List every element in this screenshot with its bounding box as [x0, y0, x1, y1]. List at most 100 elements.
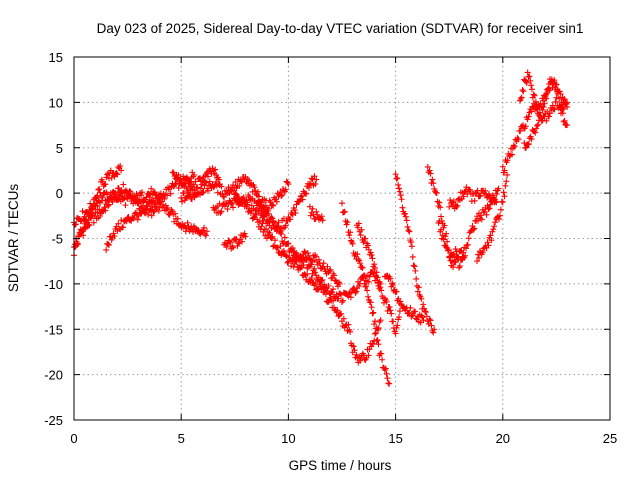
data-point [392, 171, 399, 178]
series-arc-p [381, 272, 427, 326]
data-point [427, 170, 434, 177]
data-point [197, 185, 204, 192]
data-point [312, 180, 319, 187]
data-point [249, 188, 256, 195]
data-point [406, 228, 413, 235]
data-point [548, 76, 555, 83]
data-point [283, 253, 290, 260]
data-point [360, 272, 367, 279]
data-point [390, 318, 397, 325]
data-point [153, 192, 160, 199]
data-point [255, 188, 262, 195]
data-point [318, 265, 325, 272]
data-point [315, 256, 322, 263]
data-point [455, 254, 462, 261]
data-point [526, 73, 533, 80]
data-point [347, 328, 354, 335]
data-point [252, 211, 259, 218]
x-tick-label: 15 [388, 431, 402, 446]
data-point [288, 263, 295, 270]
data-point [525, 140, 532, 147]
data-point [325, 282, 332, 289]
data-point [194, 184, 201, 191]
data-point [301, 248, 308, 255]
data-point [365, 278, 372, 285]
data-point [436, 218, 443, 225]
series-arc-k [289, 248, 343, 290]
x-tick-label: 5 [178, 431, 185, 446]
data-point [563, 100, 570, 107]
data-point [453, 203, 460, 210]
data-point [383, 298, 390, 305]
data-point [474, 258, 481, 265]
data-point [395, 181, 402, 188]
data-point [412, 308, 419, 315]
data-point [97, 189, 104, 196]
data-points [71, 69, 571, 387]
data-point [142, 210, 149, 217]
data-point [102, 181, 109, 188]
data-point [430, 180, 437, 187]
data-point [450, 264, 457, 271]
data-point [528, 136, 535, 143]
x-axis-label: GPS time / hours [289, 458, 392, 473]
data-point [118, 167, 125, 174]
data-point [346, 290, 353, 297]
data-point [326, 267, 333, 274]
data-point [104, 191, 111, 198]
data-point [519, 87, 526, 94]
data-point [564, 122, 571, 129]
data-point [347, 294, 354, 301]
data-point [189, 229, 196, 236]
data-point [499, 163, 506, 170]
data-point [360, 239, 367, 246]
data-point [520, 88, 527, 95]
data-point [346, 232, 353, 239]
data-point [270, 243, 277, 250]
data-point [518, 94, 525, 101]
data-point [284, 259, 291, 266]
data-point [428, 322, 435, 329]
data-point [408, 239, 415, 246]
series-arc-e [169, 165, 223, 195]
data-point [357, 357, 364, 364]
data-point [534, 106, 541, 113]
data-point [81, 213, 88, 220]
data-point [340, 315, 347, 322]
data-point [258, 223, 265, 230]
data-point [522, 123, 529, 130]
data-point [143, 194, 150, 201]
y-axis-label: SDTVAR / TECUs [6, 184, 21, 293]
data-point [375, 325, 382, 332]
data-point [443, 244, 450, 251]
data-point [371, 261, 378, 268]
series-arc-q [424, 163, 468, 271]
data-point [307, 212, 314, 219]
data-point [320, 260, 327, 267]
data-point [338, 310, 345, 317]
data-point [246, 196, 253, 203]
data-point [535, 117, 542, 124]
data-point [528, 82, 535, 89]
data-point [93, 194, 100, 201]
data-point [560, 105, 567, 112]
data-point [523, 144, 530, 151]
data-point [372, 318, 379, 325]
data-point [330, 286, 337, 293]
data-point [386, 303, 393, 310]
data-point [242, 233, 249, 240]
data-point [545, 85, 552, 92]
series-arc-h [221, 230, 249, 252]
data-point [115, 220, 122, 227]
data-point [372, 265, 379, 272]
data-point [191, 171, 198, 178]
data-point [270, 202, 277, 209]
data-point [501, 193, 508, 200]
data-point [477, 212, 484, 219]
x-tick-label: 0 [70, 431, 77, 446]
data-point [122, 202, 129, 209]
data-point [559, 110, 566, 117]
data-point [184, 219, 191, 226]
data-point [218, 208, 225, 215]
data-point [408, 243, 415, 250]
